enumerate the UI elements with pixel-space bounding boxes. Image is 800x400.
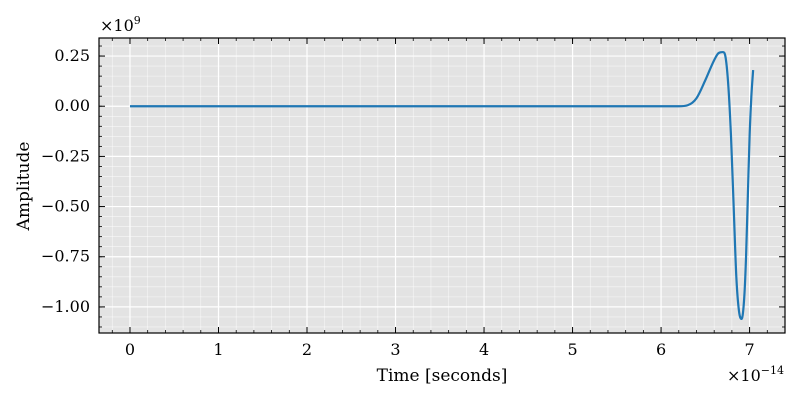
y-tick-label: −0.75 (41, 247, 90, 266)
x-multiplier-base: ×10 (727, 366, 761, 385)
series-line (129, 50, 755, 321)
x-tick-label: 6 (656, 340, 666, 359)
x-axis-label: Time [seconds] (377, 366, 508, 386)
y-tick-label: −0.25 (41, 146, 90, 165)
y-tick-label: −0.50 (41, 197, 90, 216)
y-multiplier-base: ×10 (100, 16, 134, 35)
x-tick-label: 3 (390, 340, 400, 359)
x-tick-label: 2 (302, 340, 312, 359)
y-tick-label: 0.00 (54, 96, 90, 115)
x-multiplier: ×10−14 (727, 364, 784, 385)
y-multiplier-exponent: 9 (134, 14, 141, 27)
plot-frame (98, 37, 786, 334)
x-tick-label: 5 (567, 340, 577, 359)
x-tick-label: 0 (125, 340, 135, 359)
plot-background (99, 38, 785, 333)
y-axis-label: Amplitude (14, 142, 34, 232)
x-tick-label: 4 (479, 340, 489, 359)
y-tick-label: −1.00 (41, 297, 90, 316)
x-tick-label: 1 (213, 340, 223, 359)
tick-labels: 0 1 2 3 4 5 6 7 0.25 0.00 −0.25 −0.50 −0.75 −1.00 (41, 46, 755, 359)
y-tick-label: 0.25 (54, 46, 90, 65)
y-multiplier: ×109 (100, 14, 141, 35)
x-multiplier-exponent: −14 (761, 364, 784, 377)
x-tick-label: 7 (744, 340, 754, 359)
